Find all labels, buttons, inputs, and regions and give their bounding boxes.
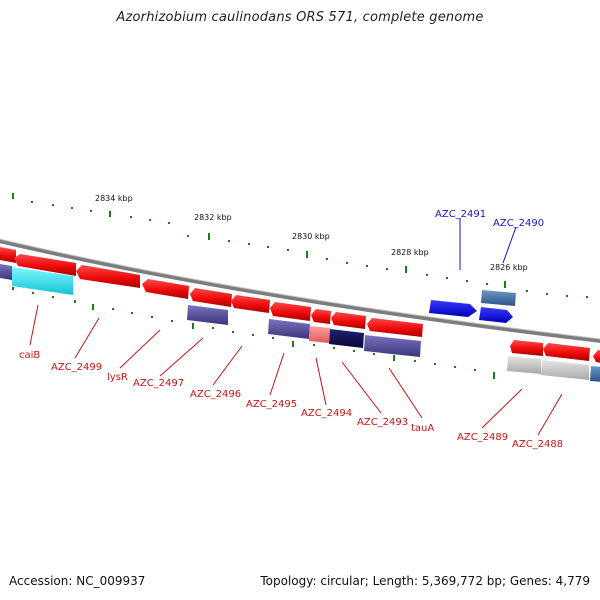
gene-arrow-edge-left[interactable] — [0, 247, 16, 263]
cog-bar-azc-2497[interactable] — [187, 305, 228, 325]
gene-arrow-azc-2496[interactable] — [231, 295, 270, 313]
genome-summary: Topology: circular; Length: 5,369,772 bp… — [260, 574, 590, 588]
outer-tick-row — [12, 193, 588, 298]
inner-tick-row — [12, 287, 495, 379]
coord-label-2828: 2828 kbp — [391, 248, 429, 257]
gene-arrow-azc-2488[interactable] — [543, 343, 590, 361]
gene-label-azc-2499[interactable]: AZC_2499 — [51, 362, 102, 373]
accession-label: Accession: NC_009937 — [9, 574, 146, 588]
gene-arrow-lysr[interactable] — [142, 279, 189, 299]
cog-bar-azc-2493[interactable] — [329, 329, 364, 348]
gene-arrow-azc-2494[interactable] — [311, 309, 331, 324]
gene-arrow-azc-2490b[interactable] — [479, 307, 513, 323]
gene-arrow-azc-2499[interactable] — [76, 265, 140, 288]
gene-label-azc-2493[interactable]: AZC_2493 — [357, 417, 408, 428]
gene-label-azc-2488[interactable]: AZC_2488 — [512, 439, 563, 450]
genome-backbone — [0, 239, 600, 343]
gene-arrow-azc-2497[interactable] — [190, 288, 232, 307]
label-leader-lines — [29, 218, 563, 436]
gene-label-azc-2490[interactable]: AZC_2490 — [493, 218, 544, 229]
gene-arrow-azc-2495[interactable] — [270, 302, 311, 321]
coord-label-2834: 2834 kbp — [95, 194, 133, 203]
coord-label-2826: 2826 kbp — [490, 263, 528, 272]
coord-label-2832: 2832 kbp — [194, 213, 232, 222]
gene-arrow-caib-upper[interactable] — [14, 254, 76, 276]
gene-arrow-taua[interactable] — [367, 318, 423, 337]
cog-bar-caib[interactable] — [12, 267, 73, 295]
gene-label-azc-2491[interactable]: AZC_2491 — [435, 209, 486, 220]
gene-arrow-edge-right[interactable] — [593, 350, 600, 364]
cog-bar-azc-2494[interactable] — [309, 326, 330, 343]
forward-strand-genes — [429, 290, 516, 323]
gene-label-lysr[interactable]: lysR — [107, 372, 128, 383]
gene-label-taua[interactable]: tauA — [411, 423, 434, 434]
gene-label-azc-2496[interactable]: AZC_2496 — [190, 389, 241, 400]
cog-bar-azc-2488[interactable] — [541, 360, 589, 380]
gene-label-azc-2494[interactable]: AZC_2494 — [301, 408, 352, 419]
reverse-strand-genes — [0, 247, 600, 364]
gene-label-caib[interactable]: caiB — [19, 350, 40, 361]
cog-bar-azc-2489[interactable] — [507, 356, 541, 374]
functional-class-bars — [0, 264, 600, 382]
gene-arrow-azc-2490[interactable] — [481, 290, 516, 306]
map-title: Azorhizobium caulinodans ORS 571, comple… — [116, 10, 484, 25]
cog-bar-azc-2495[interactable] — [268, 319, 310, 339]
gene-label-azc-2497[interactable]: AZC_2497 — [133, 378, 184, 389]
gene-arrow-azc-2491[interactable] — [429, 300, 477, 317]
gene-arrow-azc-2493[interactable] — [331, 312, 366, 329]
gene-label-azc-2495[interactable]: AZC_2495 — [246, 399, 297, 410]
coord-label-2830: 2830 kbp — [292, 232, 330, 241]
gene-label-azc-2489[interactable]: AZC_2489 — [457, 432, 508, 443]
gene-arrow-azc-2489[interactable] — [510, 340, 543, 356]
cog-bar-taua[interactable] — [364, 335, 421, 357]
